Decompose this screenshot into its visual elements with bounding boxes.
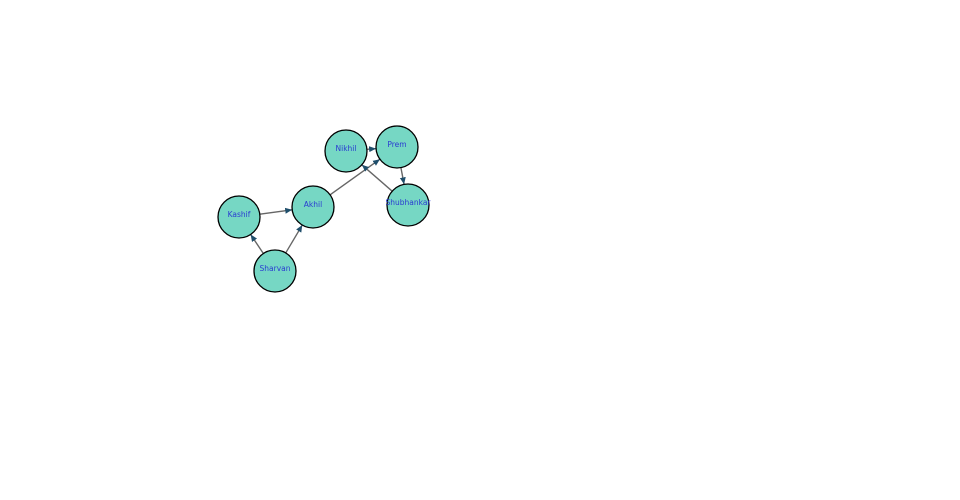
- edge-prem-to-shubhankar: [399, 167, 406, 185]
- node-prem[interactable]: Prem: [375, 125, 419, 169]
- node-label: Akhil: [304, 200, 322, 209]
- edge-akhil-to-prem: [329, 158, 381, 196]
- node-circle[interactable]: [375, 125, 419, 169]
- node-akhil[interactable]: Akhil: [291, 185, 335, 229]
- node-circle[interactable]: [253, 249, 297, 293]
- edge-sharvan-to-akhil: [285, 224, 303, 254]
- node-kashif[interactable]: Kashif: [217, 195, 261, 239]
- node-nikhil[interactable]: Nikhil: [324, 129, 368, 173]
- node-circle[interactable]: [324, 129, 368, 173]
- node-label: Shubhankar: [385, 198, 431, 207]
- node-circle[interactable]: [386, 183, 430, 227]
- edge-nikhil-to-prem: [366, 146, 377, 153]
- node-circle[interactable]: [291, 185, 335, 229]
- node-shubhankar[interactable]: Shubhankar: [385, 183, 431, 227]
- node-sharvan[interactable]: Sharvan: [253, 249, 297, 293]
- node-label: Prem: [387, 140, 406, 149]
- node-circle[interactable]: [217, 195, 261, 239]
- edge-sharvan-to-kashif: [250, 234, 264, 254]
- edge-shubhankar-to-nikhil: [361, 164, 393, 192]
- node-label: Sharvan: [260, 264, 291, 273]
- node-label: Kashif: [228, 210, 251, 219]
- edge-kashif-to-akhil: [259, 207, 293, 215]
- node-label: Nikhil: [336, 144, 357, 153]
